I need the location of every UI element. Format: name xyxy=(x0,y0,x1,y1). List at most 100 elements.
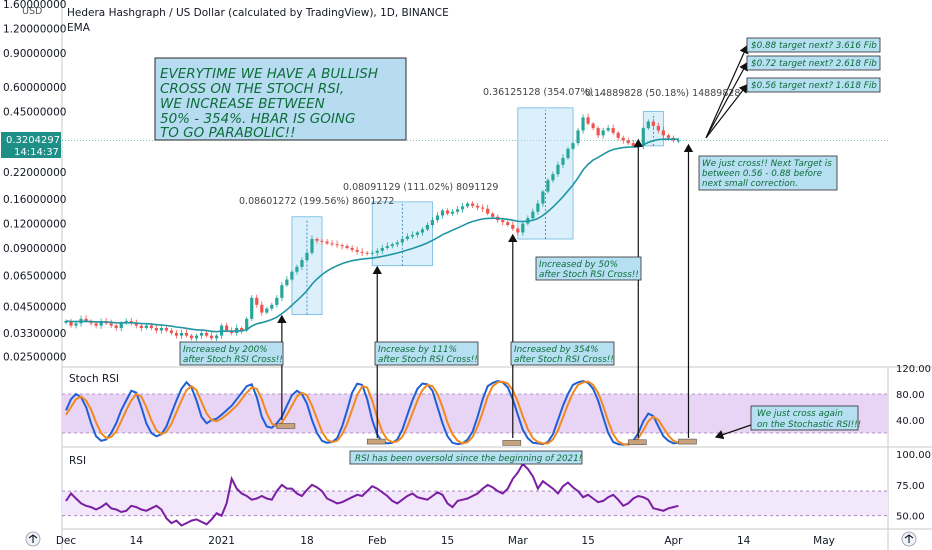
candle-body-102 xyxy=(576,130,580,144)
note-stoch-cross: We just cross again on the Stochastic RS… xyxy=(750,405,861,431)
candle-body-54 xyxy=(335,244,339,246)
box-label-2: 0.08091129 (111.02%) 8091129 xyxy=(343,182,498,193)
y-tick-10: 0.04500000 xyxy=(3,302,66,314)
candle-body-21 xyxy=(169,330,174,334)
x-tick-0: Dec xyxy=(56,535,77,547)
price-axis: 1.60000000 1.20000000 0.90000000 0.60000000… xyxy=(3,0,888,364)
candle-body-105 xyxy=(591,123,595,129)
candle-body-96 xyxy=(546,180,550,192)
candle-body-23 xyxy=(179,333,184,336)
candle-body-57 xyxy=(350,247,354,250)
candle-body-95 xyxy=(541,191,545,204)
target-072: $0.72 target next? 2.618 Fib xyxy=(751,59,877,69)
x-tick-3: 18 xyxy=(300,535,313,547)
candle-body-53 xyxy=(330,243,334,245)
ema-line xyxy=(65,138,679,333)
candle-body-49 xyxy=(310,239,314,253)
candle-body-47 xyxy=(300,260,304,267)
candle-body-15 xyxy=(139,325,143,329)
candle-body-77 xyxy=(450,211,455,214)
candle-body-61 xyxy=(370,252,374,254)
rsi-path xyxy=(65,462,679,527)
note-next-target: We just cross!! Next Target is between 0… xyxy=(698,155,838,191)
note-inc-50-line-2: after Stoch RSI Cross!! xyxy=(539,270,639,280)
candle-body-99 xyxy=(561,158,565,165)
candle-body-2 xyxy=(74,323,78,326)
main-note-line-2: CROSS ON THE STOCH RSI, xyxy=(160,81,344,97)
candle-body-74 xyxy=(435,215,440,221)
note-inc-200-line-2: after Stoch RSI Cross!! xyxy=(183,355,283,365)
x-tick-8: Apr xyxy=(664,535,683,547)
candle-body-93 xyxy=(531,211,535,219)
oscillator-axes: 120.00 80.00 40.00 100.00 75.00 50.00 xyxy=(896,364,931,523)
candle-body-16 xyxy=(144,325,148,329)
note-inc-354-line-2: after Stoch RSI Cross!! xyxy=(514,355,614,365)
candle-body-4 xyxy=(84,318,88,322)
candle-body-65 xyxy=(390,244,394,247)
price-badge-time: 14:14:37 xyxy=(14,147,59,158)
candle-body-68 xyxy=(405,236,409,240)
candle-body-100 xyxy=(566,148,570,159)
candle-body-113 xyxy=(631,143,635,146)
candle-body-20 xyxy=(164,328,168,331)
candle-body-103 xyxy=(581,117,585,131)
candle-body-6 xyxy=(94,323,98,326)
candle-body-36 xyxy=(245,318,249,331)
candle-body-43 xyxy=(280,285,284,298)
note-inc-354: Increased by 354% after Stoch RSI Cross!… xyxy=(510,341,615,366)
candle-body-22 xyxy=(174,333,179,336)
candle-body-109 xyxy=(611,128,615,133)
tradingview-logo-icon-left[interactable] xyxy=(25,531,41,547)
tradingview-logo-icon-right[interactable] xyxy=(901,531,917,547)
candle-body-97 xyxy=(551,174,555,181)
candle-body-59 xyxy=(360,251,364,253)
stoch-cross-marker-1 xyxy=(366,438,386,445)
candle-body-78 xyxy=(455,209,460,212)
candle-body-73 xyxy=(430,220,435,225)
y-tick-12: 0.02500000 xyxy=(3,352,66,364)
candle-body-62 xyxy=(375,250,379,253)
y-tick-9: 0.06500000 xyxy=(3,271,66,283)
candle-body-87 xyxy=(501,220,505,223)
candle-body-29 xyxy=(209,335,214,339)
stoch-k-line xyxy=(65,379,679,446)
candle-body-117 xyxy=(651,121,655,126)
x-tick-2: 2021 xyxy=(208,535,235,547)
y-tick-11: 0.03300000 xyxy=(3,328,66,340)
candle-body-108 xyxy=(606,128,610,131)
candle-body-58 xyxy=(355,249,359,252)
x-tick-5: 15 xyxy=(441,535,454,547)
stoch-rsi-label: Stoch RSI xyxy=(69,373,119,385)
x-axis-ticks: Dec 14 2021 18 Feb 15 Mar 15 Apr 14 May xyxy=(56,535,835,547)
candle-body-41 xyxy=(270,304,274,309)
candle-body-39 xyxy=(260,304,264,313)
ema-path xyxy=(65,138,679,333)
candle-body-37 xyxy=(250,297,254,319)
candle-body-91 xyxy=(521,223,525,233)
candle-body-27 xyxy=(199,333,204,336)
box-label-1: 0.08601272 (199.56%) 8601272 xyxy=(239,196,394,207)
candle-body-55 xyxy=(340,245,344,247)
candle-body-94 xyxy=(536,203,540,212)
y-tick-4: 0.45000000 xyxy=(3,107,66,119)
candle-body-112 xyxy=(626,140,630,144)
rsi-label: RSI xyxy=(69,455,86,467)
candle-body-10 xyxy=(114,325,118,329)
note-inc-50-line-1: Increased by 50% xyxy=(539,260,618,270)
stoch-cross-marker-4 xyxy=(678,438,697,445)
candle-body-106 xyxy=(596,128,600,136)
target-056: $0.56 target next? 1.618 Fib xyxy=(751,81,877,91)
candle-body-60 xyxy=(365,252,369,254)
candle-body-30 xyxy=(215,335,219,339)
candle-body-50 xyxy=(315,239,319,241)
candle-body-83 xyxy=(481,207,485,209)
candle-body-104 xyxy=(586,117,590,124)
candle-body-17 xyxy=(149,325,153,329)
candle-body-28 xyxy=(204,333,209,336)
stoch-cross-marker-2 xyxy=(502,440,522,446)
candle-body-98 xyxy=(556,164,560,175)
candle-body-76 xyxy=(445,210,450,214)
stoch-cross-arrow xyxy=(714,424,752,440)
candle-body-9 xyxy=(109,323,113,326)
